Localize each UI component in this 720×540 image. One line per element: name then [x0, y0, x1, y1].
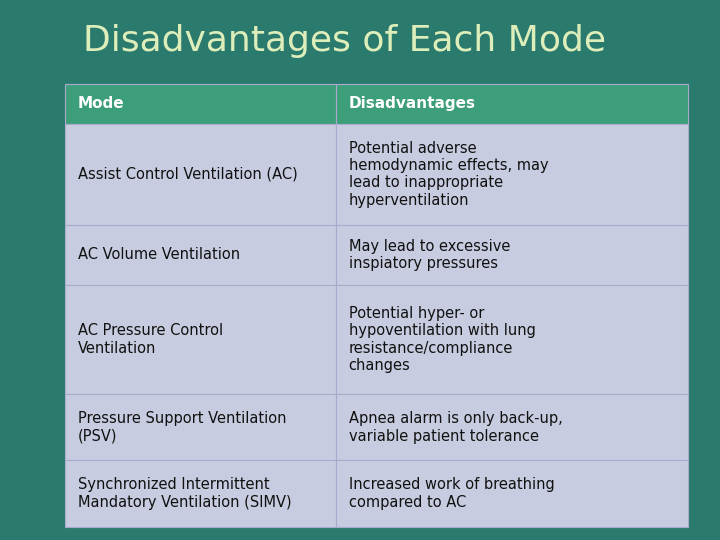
Text: Disadvantages: Disadvantages [348, 96, 476, 111]
Text: Synchronized Intermittent
Mandatory Ventilation (SIMV): Synchronized Intermittent Mandatory Vent… [78, 477, 292, 510]
Text: Pressure Support Ventilation
(PSV): Pressure Support Ventilation (PSV) [78, 411, 287, 443]
Text: Apnea alarm is only back-up,
variable patient tolerance: Apnea alarm is only back-up, variable pa… [348, 411, 562, 443]
Text: Assist Control Ventilation (AC): Assist Control Ventilation (AC) [78, 167, 297, 182]
Text: AC Volume Ventilation: AC Volume Ventilation [78, 247, 240, 262]
Text: Increased work of breathing
compared to AC: Increased work of breathing compared to … [348, 477, 554, 510]
Text: Potential hyper- or
hypoventilation with lung
resistance/compliance
changes: Potential hyper- or hypoventilation with… [348, 306, 536, 373]
Text: May lead to excessive
inspiatory pressures: May lead to excessive inspiatory pressur… [348, 239, 510, 271]
Text: Mode: Mode [78, 96, 125, 111]
Text: Potential adverse
hemodynamic effects, may
lead to inappropriate
hyperventilatio: Potential adverse hemodynamic effects, m… [348, 141, 549, 208]
Text: AC Pressure Control
Ventilation: AC Pressure Control Ventilation [78, 323, 223, 356]
Text: Disadvantages of Each Mode: Disadvantages of Each Mode [83, 24, 606, 58]
